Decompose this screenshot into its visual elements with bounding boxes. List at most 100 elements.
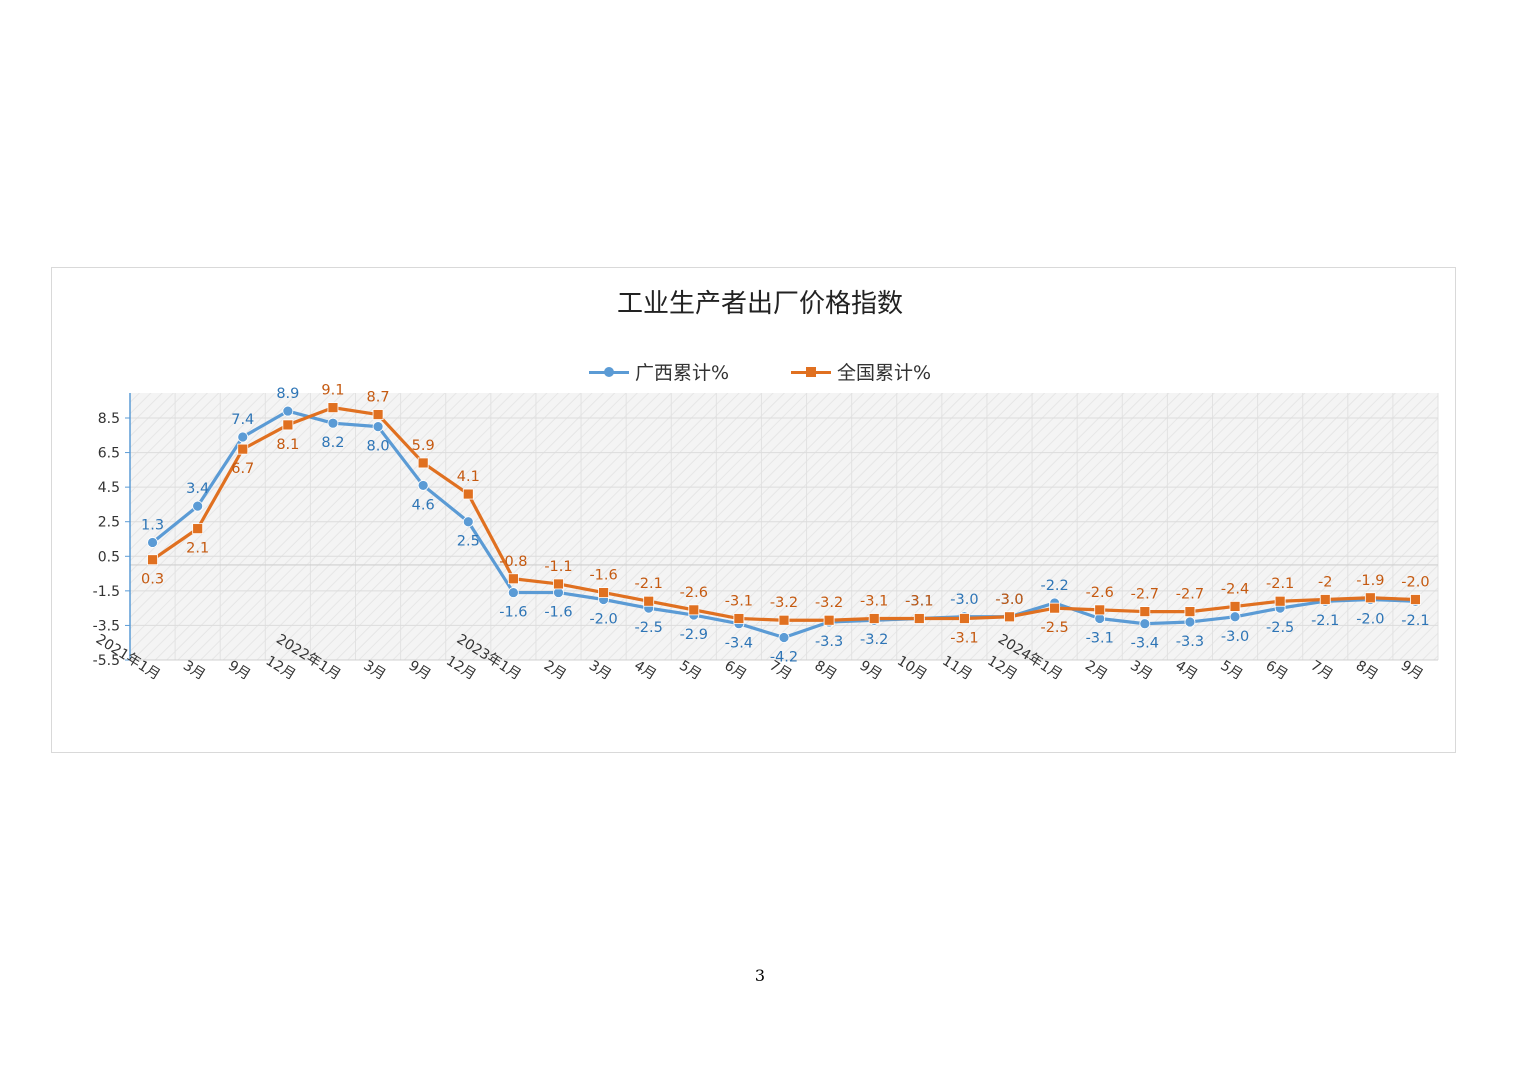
national-marker: [507, 573, 519, 585]
x-tick-label: 9月: [406, 658, 434, 684]
guangxi-data-label: 1.3: [141, 517, 164, 533]
guangxi-marker: [372, 421, 384, 433]
guangxi-data-label: -3.0: [995, 592, 1023, 608]
national-data-label: 5.9: [412, 438, 435, 454]
guangxi-data-label: 3.4: [186, 481, 209, 497]
national-marker: [733, 613, 745, 624]
national-marker: [147, 554, 158, 566]
national-data-label: -1.6: [589, 568, 617, 584]
guangxi-marker: [327, 417, 339, 429]
guangxi-marker: [507, 587, 519, 598]
national-data-label: -3.1: [725, 594, 753, 610]
guangxi-data-label: -2.0: [1356, 612, 1384, 628]
guangxi-data-label: -3.4: [725, 636, 753, 652]
legend: 广西累计% 全国累计%: [0, 358, 1520, 385]
guangxi-data-label: -3.4: [1131, 636, 1159, 652]
guangxi-data-label: -4.2: [770, 650, 798, 666]
national-data-label: -3.1: [860, 594, 888, 610]
national-data-label: -2.1: [1266, 576, 1294, 592]
national-data-label: -2.6: [1086, 585, 1114, 601]
national-marker: [913, 613, 925, 624]
national-marker: [643, 595, 655, 607]
x-tick-label: 3月: [361, 658, 389, 684]
y-tick-label: -5.5: [93, 653, 120, 669]
guangxi-data-label: -1.6: [544, 605, 572, 621]
national-data-label: 4.1: [457, 469, 480, 485]
guangxi-marker: [417, 480, 429, 491]
guangxi-data-label: -2.5: [635, 620, 663, 636]
guangxi-marker: [1229, 611, 1241, 623]
y-tick-label: 4.5: [98, 480, 120, 496]
national-marker: [553, 578, 564, 590]
x-tick-label: 4月: [1172, 658, 1200, 684]
national-data-label: 6.7: [231, 461, 254, 477]
national-data-label: -2.5: [1040, 620, 1068, 636]
legend-item-national: 全国累计%: [791, 358, 931, 385]
national-marker: [598, 587, 609, 598]
guangxi-marker: [147, 537, 158, 548]
x-tick-label: 8月: [1353, 658, 1381, 684]
guangxi-data-label: -3.3: [815, 634, 843, 650]
guangxi-data-label: -1.6: [499, 605, 527, 621]
guangxi-data-label: 7.4: [231, 412, 254, 428]
national-marker: [372, 409, 384, 420]
guangxi-data-label: 8.2: [321, 435, 344, 451]
national-data-label: -2.0: [1401, 575, 1429, 591]
national-marker: [1410, 594, 1421, 605]
guangxi-marker: [237, 431, 249, 443]
national-marker: [1094, 604, 1106, 616]
guangxi-marker: [462, 516, 474, 528]
x-tick-label: 7月: [1308, 658, 1336, 684]
guangxi-data-label: -3.0: [1221, 629, 1249, 645]
national-marker: [462, 488, 474, 500]
chart-title: 工业生产者出厂价格指数: [616, 289, 903, 319]
guangxi-data-label: -3.0: [950, 592, 978, 608]
guangxi-data-label: 8.0: [367, 439, 390, 455]
x-tick-label: 5月: [676, 658, 704, 684]
national-marker: [1004, 611, 1015, 623]
y-tick-label: -1.5: [93, 584, 120, 600]
y-tick-label: 8.5: [98, 411, 120, 427]
guangxi-data-label: 8.9: [276, 386, 299, 402]
legend-item-guangxi: 广西累计%: [588, 358, 729, 385]
guangxi-marker: [192, 500, 204, 512]
x-tick-label: 9月: [1398, 658, 1426, 684]
x-tick-label: 3月: [1127, 658, 1155, 684]
x-tick-label: 2月: [541, 658, 569, 684]
guangxi-data-label: -2.2: [1040, 578, 1068, 594]
national-marker: [237, 443, 249, 455]
x-tick-label: 6月: [721, 658, 749, 684]
national-data-label: 0.3: [141, 572, 164, 588]
legend-swatch-national: [791, 360, 831, 384]
national-data-label: -1.1: [544, 559, 572, 575]
national-data-label: 8.1: [276, 437, 299, 453]
national-marker: [778, 614, 790, 626]
legend-label-national: 全国累计%: [837, 362, 932, 384]
national-data-label: 9.1: [321, 383, 344, 399]
national-data-label: 8.7: [367, 390, 390, 406]
x-tick-label: 4月: [631, 658, 659, 684]
x-tick-label: 6月: [1263, 658, 1291, 684]
legend-label-guangxi: 广西累计%: [634, 362, 729, 384]
national-marker: [959, 613, 970, 624]
x-tick-label: 3月: [180, 658, 208, 684]
national-marker: [327, 402, 339, 414]
x-tick-label: 9月: [857, 658, 885, 684]
national-marker: [1049, 602, 1061, 614]
guangxi-data-label: -3.1: [905, 594, 933, 610]
x-tick-label: 5月: [1217, 658, 1245, 684]
x-tick-label: 8月: [812, 658, 840, 684]
national-data-label: -2.7: [1131, 587, 1159, 603]
national-marker: [1139, 606, 1151, 617]
guangxi-marker: [1139, 618, 1151, 630]
y-tick-label: 6.5: [98, 446, 120, 462]
x-tick-label: 3月: [586, 658, 614, 684]
national-marker: [1364, 592, 1376, 604]
national-data-label: -3.0: [995, 592, 1023, 608]
national-data-label: -3.2: [815, 595, 843, 611]
guangxi-data-label: -2.1: [1401, 613, 1429, 629]
national-marker: [417, 457, 429, 469]
national-marker: [688, 604, 700, 616]
legend-swatch-guangxi: [588, 360, 629, 384]
